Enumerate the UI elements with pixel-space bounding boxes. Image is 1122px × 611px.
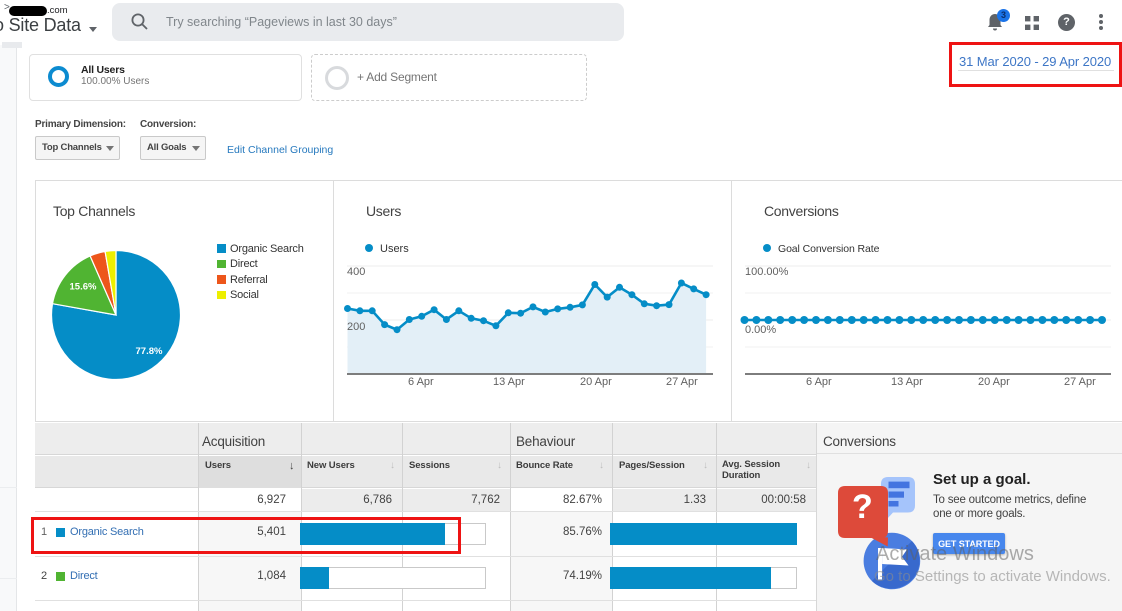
svg-text:15.6%: 15.6% bbox=[70, 282, 97, 293]
svg-text:77.8%: 77.8% bbox=[136, 346, 163, 357]
svg-text:?: ? bbox=[852, 488, 873, 526]
